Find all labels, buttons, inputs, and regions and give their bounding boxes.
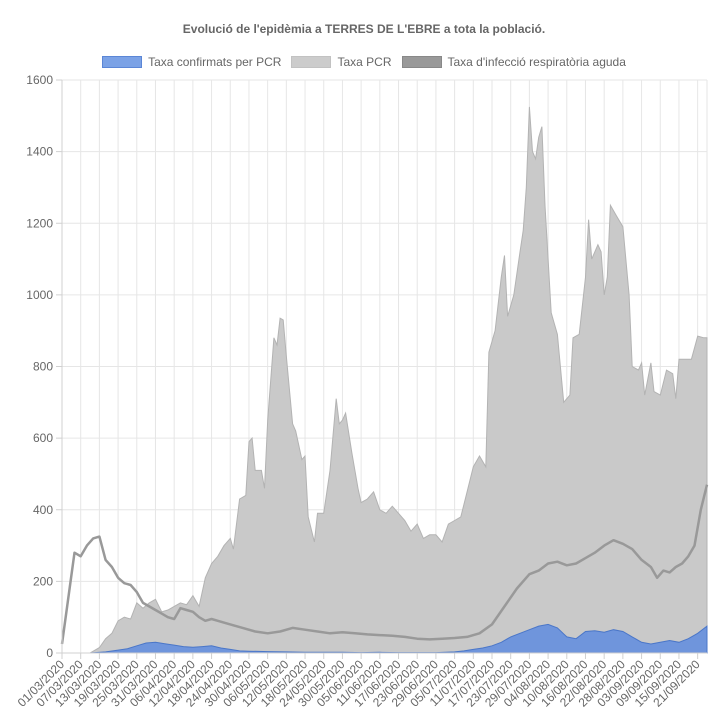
legend-label-respiratory: Taxa d'infecció respiratòria aguda — [447, 55, 626, 69]
legend-swatch-confirmed — [102, 56, 143, 68]
axes: 0200400600800100012001400160001/03/20200… — [15, 73, 707, 710]
legend-label-pcr: Taxa PCR — [337, 55, 392, 69]
y-tick-label: 1200 — [26, 216, 53, 230]
y-tick-label: 1000 — [26, 288, 53, 302]
series-line-respiratory — [60, 484, 709, 645]
y-tick-label: 200 — [33, 574, 53, 588]
legend-swatch-respiratory — [401, 56, 442, 68]
y-tick-label: 1600 — [26, 73, 53, 87]
y-tick-label: 1400 — [26, 145, 53, 159]
y-tick-label: 0 — [46, 646, 53, 660]
legend-item-confirmed[interactable]: Taxa confirmats per PCR — [102, 55, 281, 69]
legend-swatch-pcr — [291, 56, 332, 68]
series-area-confirmed — [62, 623, 708, 654]
series-layer — [60, 106, 709, 654]
series-area-pcr — [62, 106, 708, 654]
legend-label-confirmed: Taxa confirmats per PCR — [148, 55, 282, 69]
legend: Taxa confirmats per PCR Taxa PCR Taxa d'… — [0, 55, 728, 69]
y-tick-label: 600 — [33, 431, 53, 445]
y-tick-label: 800 — [33, 360, 53, 374]
legend-item-respiratory[interactable]: Taxa d'infecció respiratòria aguda — [401, 55, 626, 69]
legend-item-pcr[interactable]: Taxa PCR — [291, 55, 392, 69]
chart-title: Evolució de l'epidèmia a TERRES DE L'EBR… — [182, 22, 546, 36]
y-tick-label: 400 — [33, 503, 53, 517]
